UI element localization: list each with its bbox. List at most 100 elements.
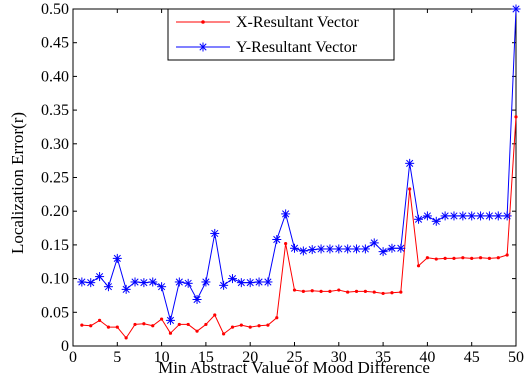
y-tick-label: 0.50 xyxy=(41,1,69,18)
data-point-x-resultant xyxy=(98,319,101,322)
data-point-x-resultant xyxy=(133,323,136,326)
data-point-y-resultant xyxy=(343,244,352,253)
y-tick-label: 0.05 xyxy=(41,304,69,321)
data-point-x-resultant xyxy=(125,336,128,339)
data-point-y-resultant xyxy=(325,244,334,253)
data-point-y-resultant xyxy=(485,211,494,220)
data-point-y-resultant xyxy=(228,274,237,283)
legend-label-y-resultant: Y-Resultant Vector xyxy=(236,39,358,56)
data-point-x-resultant xyxy=(497,256,500,259)
data-point-x-resultant xyxy=(266,324,269,327)
data-point-y-resultant xyxy=(210,229,219,238)
data-point-x-resultant xyxy=(506,253,509,256)
data-point-y-resultant xyxy=(387,244,396,253)
data-point-x-resultant xyxy=(337,288,340,291)
data-point-y-resultant xyxy=(317,244,326,253)
data-point-x-resultant xyxy=(408,187,411,190)
data-point-y-resultant xyxy=(86,278,95,287)
data-point-x-resultant xyxy=(311,289,314,292)
data-point-x-resultant xyxy=(231,326,234,329)
y-axis-label: Localization Error(r) xyxy=(8,112,27,254)
data-point-x-resultant xyxy=(373,290,376,293)
data-point-x-resultant xyxy=(302,290,305,293)
data-point-x-resultant xyxy=(257,324,260,327)
y-tick-label: 0 xyxy=(61,338,69,355)
data-point-y-resultant xyxy=(77,277,86,286)
data-point-x-resultant xyxy=(116,326,119,329)
data-point-x-resultant xyxy=(151,324,154,327)
data-point-y-resultant xyxy=(237,278,246,287)
data-point-y-resultant xyxy=(184,279,193,288)
data-point-y-resultant xyxy=(308,245,317,254)
data-point-x-resultant xyxy=(399,290,402,293)
data-point-y-resultant xyxy=(175,277,184,286)
legend: X-Resultant Vector Y-Resultant Vector xyxy=(168,9,394,60)
data-point-x-resultant xyxy=(470,257,473,260)
data-point-x-resultant xyxy=(275,316,278,319)
x-axis-label: Min Abstract Value of Mood Difference xyxy=(158,358,430,376)
data-point-x-resultant xyxy=(417,264,420,267)
data-point-y-resultant xyxy=(449,211,458,220)
data-point-x-resultant xyxy=(488,257,491,260)
data-point-y-resultant xyxy=(157,282,166,291)
data-point-x-resultant xyxy=(249,326,252,329)
y-tick-label: 0.30 xyxy=(41,136,69,153)
data-point-y-resultant xyxy=(396,244,405,253)
legend-marker-y-resultant xyxy=(199,43,208,52)
data-point-x-resultant xyxy=(382,292,385,295)
x-tick-label: 50 xyxy=(508,349,524,366)
data-point-y-resultant xyxy=(458,211,467,220)
data-point-x-resultant xyxy=(452,257,455,260)
data-point-x-resultant xyxy=(328,290,331,293)
data-point-y-resultant xyxy=(95,272,104,281)
data-point-y-resultant xyxy=(441,211,450,220)
data-point-x-resultant xyxy=(240,324,243,327)
data-point-y-resultant xyxy=(219,281,228,290)
data-point-x-resultant xyxy=(346,290,349,293)
y-tick-label: 0.35 xyxy=(41,102,69,119)
data-point-y-resultant xyxy=(272,235,281,244)
data-point-x-resultant xyxy=(293,288,296,291)
data-point-y-resultant xyxy=(334,244,343,253)
data-point-x-resultant xyxy=(160,317,163,320)
data-point-y-resultant xyxy=(503,211,512,220)
data-point-y-resultant xyxy=(113,254,122,263)
y-tick-label: 0.15 xyxy=(41,237,69,254)
x-tick-label: 0 xyxy=(69,349,77,366)
y-tick-label: 0.10 xyxy=(41,271,69,288)
data-point-x-resultant xyxy=(364,290,367,293)
data-point-y-resultant xyxy=(467,211,476,220)
data-point-y-resultant xyxy=(405,159,414,168)
y-tick-label: 0.25 xyxy=(41,170,69,187)
data-point-y-resultant xyxy=(361,244,370,253)
data-point-y-resultant xyxy=(104,282,113,291)
data-point-x-resultant xyxy=(284,242,287,245)
legend-asterisk-icon xyxy=(199,43,208,52)
data-point-x-resultant xyxy=(195,330,198,333)
x-tick-label: 45 xyxy=(464,349,480,366)
y-tick-label: 0.20 xyxy=(41,203,69,220)
data-point-y-resultant xyxy=(281,209,290,218)
data-point-y-resultant xyxy=(379,247,388,256)
data-point-y-resultant xyxy=(414,215,423,224)
data-point-y-resultant xyxy=(255,277,264,286)
data-point-y-resultant xyxy=(290,244,299,253)
data-point-x-resultant xyxy=(355,290,358,293)
data-point-x-resultant xyxy=(178,323,181,326)
data-point-y-resultant xyxy=(166,316,175,325)
y-tick-label: 0.45 xyxy=(41,35,69,52)
data-point-x-resultant xyxy=(461,256,464,259)
data-point-x-resultant xyxy=(435,257,438,260)
data-point-x-resultant xyxy=(444,257,447,260)
data-point-x-resultant xyxy=(514,115,517,118)
data-point-y-resultant xyxy=(139,278,148,287)
data-point-x-resultant xyxy=(187,323,190,326)
data-point-y-resultant xyxy=(370,238,379,247)
data-point-x-resultant xyxy=(204,323,207,326)
x-tick-label: 5 xyxy=(113,349,121,366)
data-point-y-resultant xyxy=(494,211,503,220)
data-point-y-resultant xyxy=(423,211,432,220)
data-point-x-resultant xyxy=(89,324,92,327)
